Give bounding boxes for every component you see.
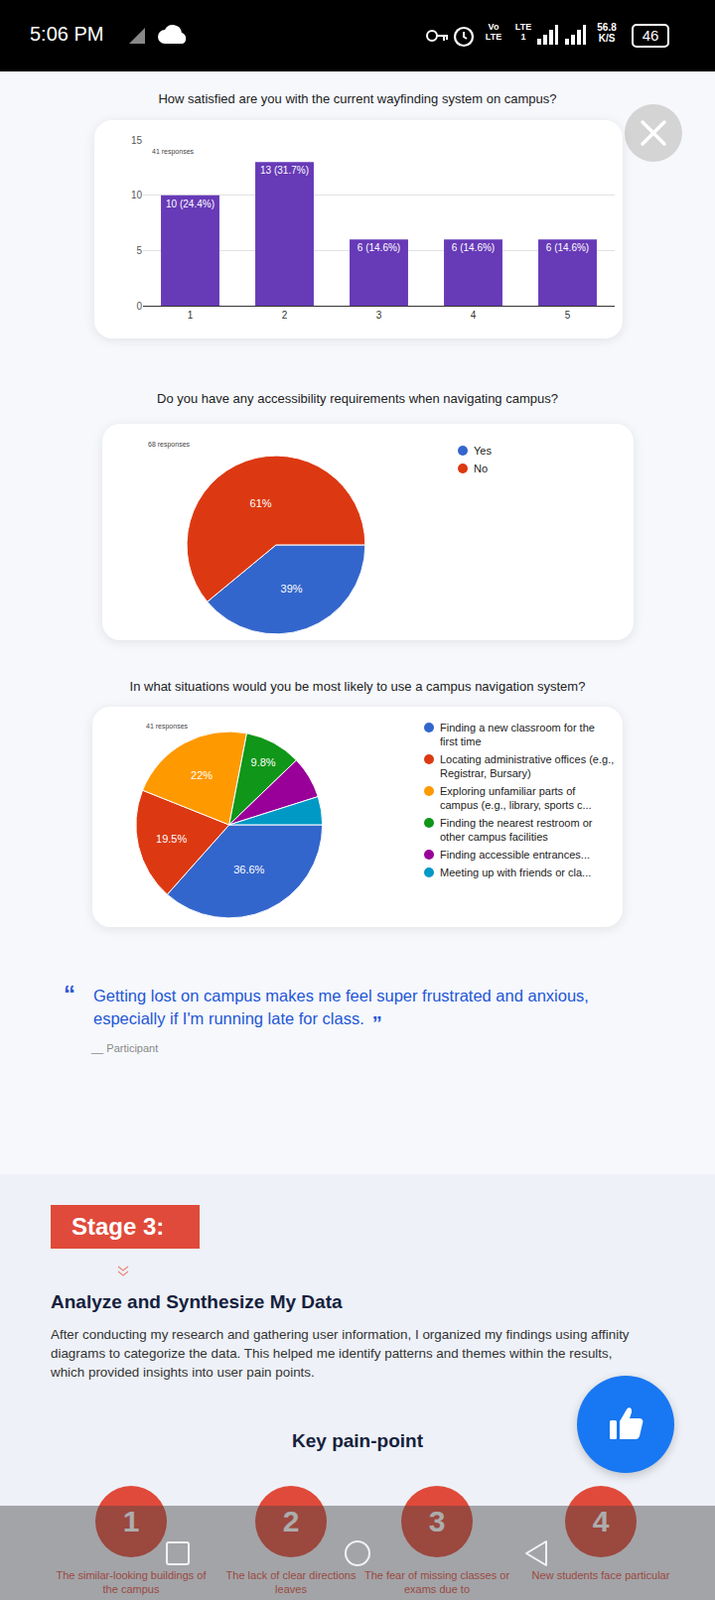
- html-text:Getting lost on campus makes m: Getting lost on campus makes me feel sup…: [93, 987, 589, 1035]
- html-text:The lack of clear directions l: The lack of clear directions leaves: [226, 1570, 356, 1596]
- svg-text:9.8%: 9.8%: [251, 756, 277, 769]
- html-text:4: 4: [592, 1505, 610, 1539]
- html-text:68 responses: 68 responses: [147, 440, 190, 448]
- html-text:In what situations would you b: In what situations would you be most lik…: [129, 679, 586, 695]
- html-text:Yes: Yes: [473, 444, 492, 457]
- html-text:Exploring unfamiliar parts of: Exploring unfamiliar parts of campus (e.…: [439, 785, 592, 812]
- svg-text:19.5%: 19.5%: [155, 833, 187, 846]
- html-text:The fear of missing classes or: The fear of missing classes or exams due…: [364, 1570, 510, 1596]
- svg-text:1: 1: [187, 309, 194, 321]
- html-text:__ Participant: __ Participant: [91, 1042, 159, 1055]
- svg-text:6 (14.6%): 6 (14.6%): [451, 242, 495, 254]
- svg-text:5: 5: [136, 245, 143, 257]
- svg-text:36.6%: 36.6%: [233, 863, 265, 876]
- html-text:Locating administrative office: Locating administrative offices (e.g., R…: [439, 753, 615, 780]
- html-text:Finding the nearest restroom o: Finding the nearest restroom or other ca…: [439, 817, 593, 844]
- svg-text:6 (14.6%): 6 (14.6%): [546, 242, 589, 254]
- html-text:41 responses: 41 responses: [151, 147, 194, 155]
- svg-text:0: 0: [136, 300, 143, 312]
- html-text:After conducting my research a: After conducting my research and gatheri…: [50, 1327, 630, 1381]
- svg-text:4: 4: [470, 309, 477, 321]
- svg-text:39%: 39%: [281, 582, 303, 595]
- svg-text:13 (31.7%): 13 (31.7%): [260, 164, 309, 176]
- svg-text:2: 2: [282, 309, 288, 321]
- svg-text:61%: 61%: [250, 497, 273, 510]
- svg-text:10: 10: [131, 189, 143, 201]
- html-text:Finding accessible entrances..: Finding accessible entrances...: [439, 849, 590, 861]
- html-text:3: 3: [428, 1505, 446, 1539]
- html-text:Vo LTE: Vo LTE: [485, 21, 502, 42]
- svg-text:22%: 22%: [190, 769, 213, 782]
- html-text:41 responses: 41 responses: [145, 722, 188, 730]
- html-text:1: 1: [122, 1505, 140, 1539]
- html-text:Analyze and Synthesize My Data: Analyze and Synthesize My Data: [50, 1291, 343, 1313]
- html-text:Stage 3:: Stage 3:: [71, 1213, 165, 1241]
- svg-text:15: 15: [131, 135, 143, 146]
- html-text:56.8 K/S: 56.8 K/S: [597, 21, 617, 44]
- html-text:New students face particular: New students face particular: [531, 1570, 670, 1582]
- html-text:The similar-looking buildings: The similar-looking buildings of the cam…: [56, 1570, 207, 1596]
- html-text:46: 46: [642, 26, 659, 44]
- html-text:How satisfied are you with the: How satisfied are you with the current w…: [158, 91, 557, 107]
- html-text:Key pain-point: Key pain-point: [291, 1430, 424, 1452]
- html-text:LTE 1: LTE 1: [515, 21, 532, 42]
- html-text:5:06 PM: 5:06 PM: [29, 22, 104, 45]
- svg-text:5: 5: [565, 309, 572, 321]
- html-text:Do you have any accessibility: Do you have any accessibility requiremen…: [156, 391, 559, 407]
- html-text:No: No: [473, 462, 488, 475]
- svg-text:10 (24.4%): 10 (24.4%): [165, 198, 215, 210]
- html-text:Meeting up with friends or cla: Meeting up with friends or cla...: [439, 866, 592, 879]
- html-text:Finding a new classroom for th: Finding a new classroom for the first ti…: [439, 721, 595, 748]
- html-text:2: 2: [282, 1505, 300, 1539]
- svg-text:6 (14.6%): 6 (14.6%): [357, 242, 401, 254]
- svg-text:3: 3: [376, 309, 383, 321]
